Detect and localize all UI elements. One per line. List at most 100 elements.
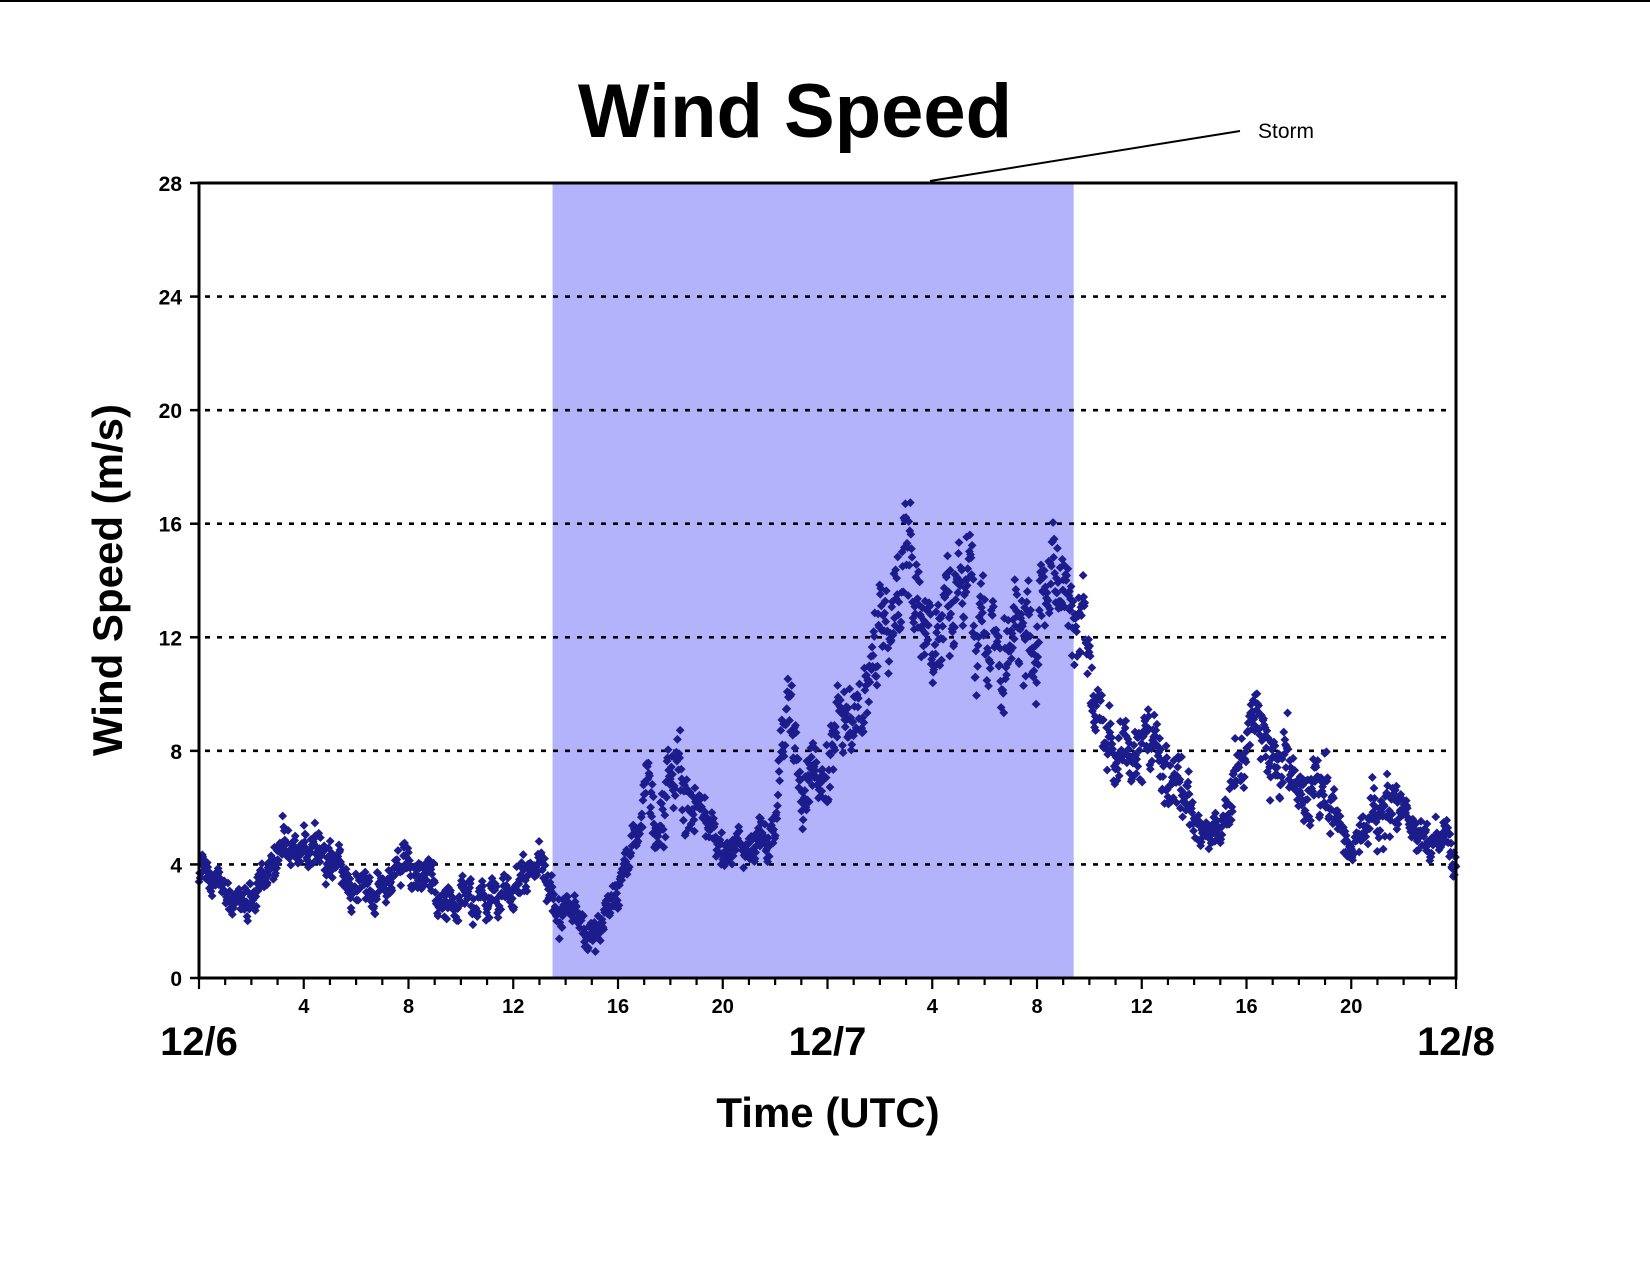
data-point bbox=[1106, 719, 1115, 729]
data-point bbox=[638, 822, 647, 832]
data-point bbox=[1031, 699, 1041, 709]
data-point bbox=[800, 786, 810, 795]
data-point bbox=[486, 897, 495, 907]
data-point bbox=[904, 560, 914, 570]
data-point bbox=[1316, 801, 1325, 810]
data-point bbox=[1107, 733, 1116, 742]
y-tick-label: 20 bbox=[159, 400, 182, 423]
data-point bbox=[1413, 845, 1423, 855]
data-point bbox=[328, 873, 337, 882]
data-point bbox=[1302, 795, 1312, 804]
data-point bbox=[1053, 543, 1062, 553]
data-point bbox=[1137, 777, 1147, 787]
data-point bbox=[1188, 797, 1197, 807]
data-point bbox=[1052, 588, 1062, 598]
data-point bbox=[1125, 768, 1134, 778]
data-point bbox=[315, 833, 325, 843]
data-point bbox=[1383, 781, 1393, 791]
data-point bbox=[1177, 752, 1186, 762]
data-point bbox=[540, 854, 549, 864]
y-axis-title: Wind Speed (m/s) bbox=[84, 404, 131, 756]
data-point bbox=[779, 751, 789, 761]
y-tick-label: 12 bbox=[159, 627, 182, 650]
data-point bbox=[626, 848, 636, 858]
data-point bbox=[1323, 773, 1332, 783]
data-point bbox=[915, 577, 925, 587]
data-point bbox=[786, 690, 796, 699]
data-point bbox=[911, 560, 921, 569]
data-point bbox=[764, 851, 774, 861]
data-point bbox=[907, 544, 916, 554]
data-point bbox=[1342, 835, 1352, 845]
x-day-label: 12/8 bbox=[1417, 1020, 1495, 1064]
data-point bbox=[1166, 797, 1176, 806]
data-point bbox=[904, 517, 914, 526]
data-point bbox=[1265, 796, 1275, 805]
data-point bbox=[1012, 590, 1022, 599]
data-point bbox=[563, 892, 572, 902]
data-point bbox=[774, 767, 784, 776]
data-point bbox=[859, 718, 869, 728]
data-point bbox=[234, 884, 244, 894]
data-point bbox=[1393, 798, 1402, 807]
data-point bbox=[1402, 803, 1412, 813]
data-point bbox=[1063, 621, 1073, 631]
data-point bbox=[1032, 622, 1042, 632]
data-point bbox=[1251, 722, 1261, 731]
data-point bbox=[1107, 739, 1117, 749]
data-point bbox=[1033, 660, 1043, 670]
data-point bbox=[931, 607, 941, 617]
data-point bbox=[884, 669, 893, 678]
data-point bbox=[242, 897, 251, 907]
data-point bbox=[773, 801, 782, 811]
data-point bbox=[507, 894, 517, 903]
data-point bbox=[1347, 844, 1356, 854]
data-point bbox=[1043, 601, 1052, 610]
data-point bbox=[624, 862, 634, 872]
data-point bbox=[424, 854, 434, 864]
data-point bbox=[1195, 822, 1205, 831]
data-point bbox=[1224, 819, 1234, 829]
data-point bbox=[1069, 660, 1079, 670]
data-points bbox=[194, 498, 1461, 956]
data-point bbox=[751, 848, 761, 857]
y-tick-label: 4 bbox=[170, 854, 182, 877]
x-tick-label: 12 bbox=[502, 996, 524, 1018]
data-point bbox=[1131, 769, 1141, 779]
data-point bbox=[1145, 764, 1155, 774]
data-point bbox=[831, 722, 840, 732]
data-point bbox=[1135, 746, 1144, 755]
data-point bbox=[1168, 793, 1178, 803]
data-point bbox=[731, 845, 741, 855]
data-point bbox=[791, 728, 801, 737]
data-point bbox=[970, 672, 980, 682]
data-point bbox=[1178, 812, 1188, 822]
data-point bbox=[464, 890, 473, 900]
data-point bbox=[862, 708, 872, 718]
data-point bbox=[503, 873, 513, 883]
data-point bbox=[1161, 741, 1171, 751]
data-point bbox=[688, 810, 698, 820]
data-point bbox=[1068, 596, 1078, 606]
data-point bbox=[880, 608, 890, 618]
data-point bbox=[534, 836, 544, 846]
data-point bbox=[847, 740, 857, 749]
data-point bbox=[659, 842, 669, 852]
data-point bbox=[1165, 761, 1175, 771]
data-point bbox=[1408, 814, 1418, 824]
data-point bbox=[484, 913, 494, 923]
data-point bbox=[739, 863, 748, 873]
data-point bbox=[1072, 627, 1081, 637]
data-point bbox=[369, 902, 379, 911]
data-point bbox=[1246, 700, 1256, 710]
data-point bbox=[605, 908, 615, 918]
data-point bbox=[893, 552, 903, 562]
y-tick-label: 24 bbox=[159, 287, 183, 310]
data-point bbox=[896, 623, 905, 633]
data-point bbox=[1143, 705, 1153, 714]
storm-annotation-leader bbox=[929, 130, 1241, 182]
data-point bbox=[1077, 611, 1086, 620]
data-point bbox=[1279, 727, 1289, 737]
data-point bbox=[372, 894, 382, 904]
data-point bbox=[1283, 744, 1293, 754]
